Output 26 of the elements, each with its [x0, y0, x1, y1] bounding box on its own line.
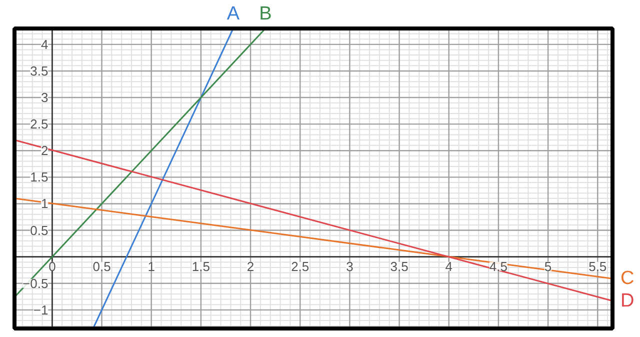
- x-tick-label: 2: [246, 258, 254, 274]
- x-tick-label: 2.5: [291, 258, 310, 274]
- y-tick-label: 3.5: [30, 63, 48, 78]
- y-tick-label: −0.5: [22, 276, 48, 291]
- y-tick-label: 2: [40, 143, 48, 158]
- x-tick-label: 5: [544, 258, 552, 274]
- y-tick-label: 0.5: [30, 222, 48, 238]
- y-tick-label: 1: [40, 196, 48, 212]
- y-tick-label: 4: [40, 36, 48, 52]
- y-tick-label: 2.5: [30, 116, 48, 132]
- y-tick-label: −1: [33, 302, 48, 318]
- x-tick-label: 1: [148, 258, 155, 274]
- x-tick-label: 3: [346, 258, 354, 274]
- x-tick-label: 5.5: [588, 258, 607, 274]
- x-tick-label: 4.5: [489, 258, 508, 274]
- x-tick-label: 3.5: [390, 258, 408, 274]
- x-tick-label: 0.5: [92, 258, 111, 274]
- series-label: D: [620, 290, 634, 312]
- series-label: B: [259, 4, 272, 24]
- y-tick-label: 3: [40, 90, 48, 106]
- series-label: A: [226, 4, 240, 24]
- x-tick-label: 1.5: [192, 258, 210, 274]
- x-tick-label: 0: [48, 258, 56, 274]
- y-tick-label: 1.5: [30, 170, 48, 185]
- x-tick-label: 4: [445, 258, 452, 274]
- series-label: C: [620, 268, 634, 290]
